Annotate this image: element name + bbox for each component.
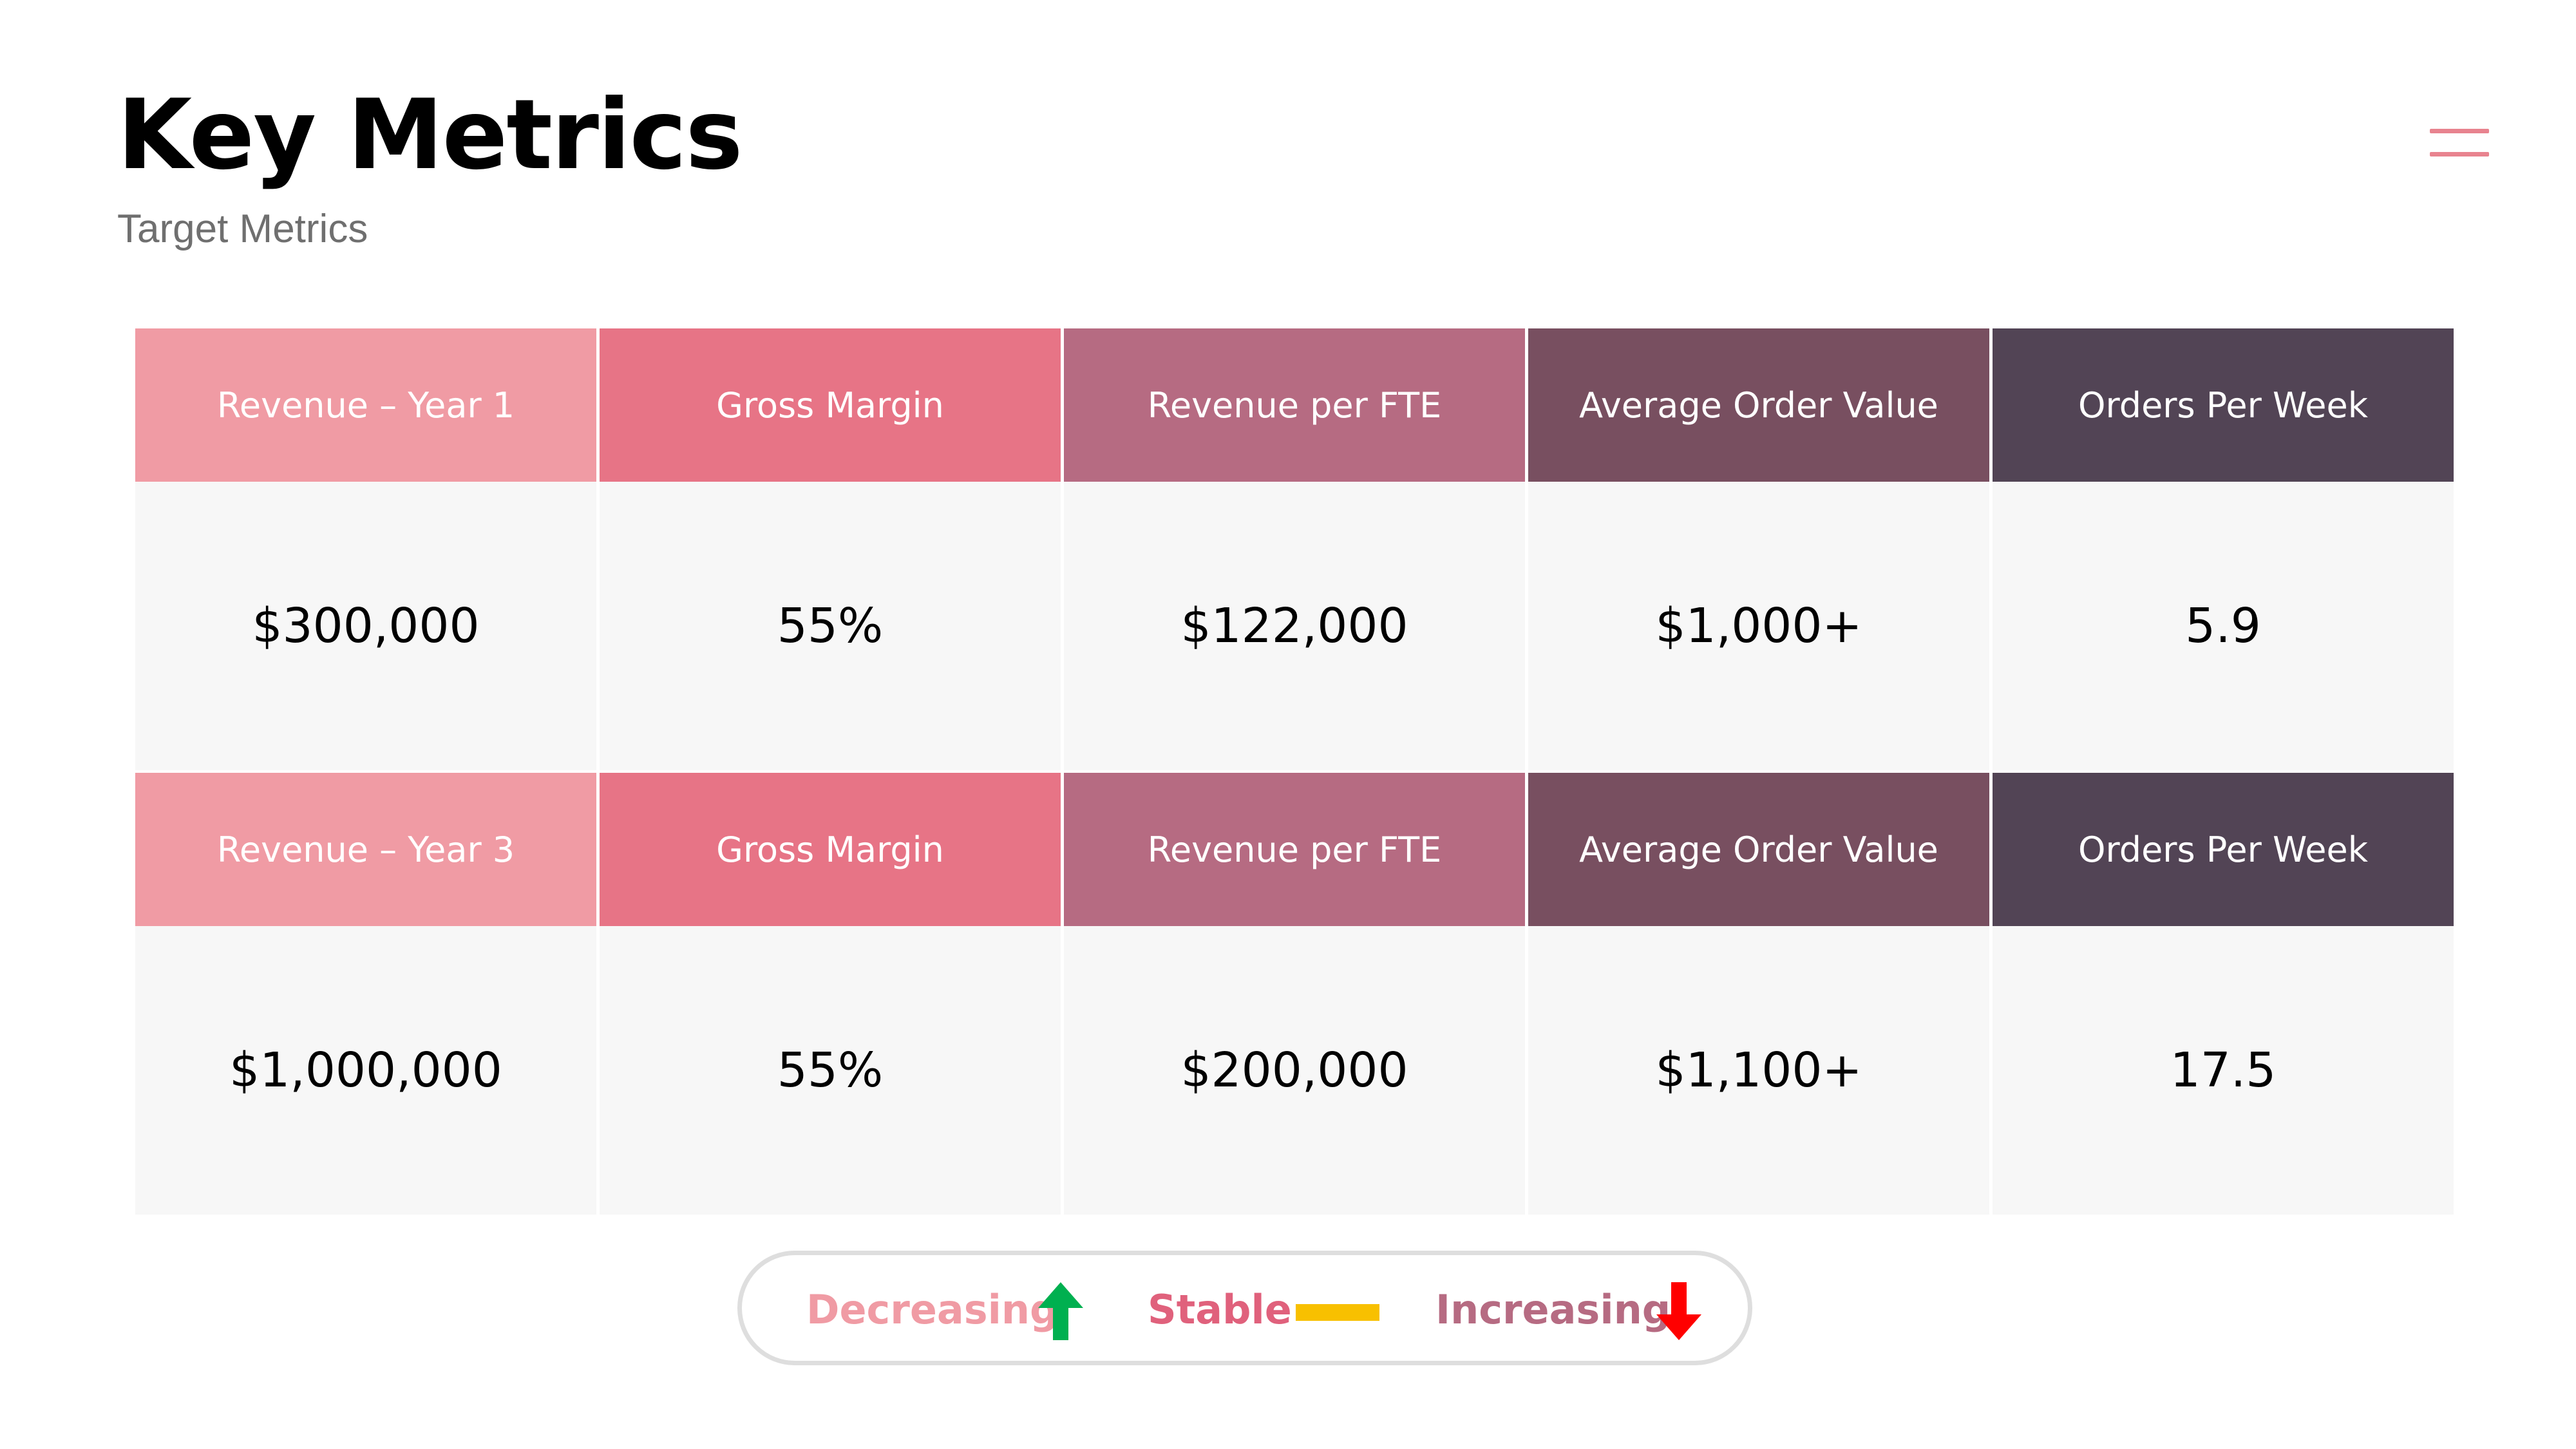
value-revenue-per-fte: $200,000 xyxy=(1064,926,1525,1215)
legend-decreasing-label: Decreasing xyxy=(806,1286,1059,1333)
header-revenue-per-fte: Revenue per FTE xyxy=(1064,773,1525,926)
header-gross-margin: Gross Margin xyxy=(600,328,1061,482)
header-revenue-year1: Revenue – Year 1 xyxy=(135,328,596,482)
value-average-order-value: $1,000+ xyxy=(1528,482,1989,770)
header-orders-per-week: Orders Per Week xyxy=(1993,328,2454,482)
header-average-order-value: Average Order Value xyxy=(1528,773,1989,926)
year1-values-row: $300,000 55% $122,000 $1,000+ 5.9 xyxy=(135,482,2454,770)
trend-legend: Decreasing Stable Increasing xyxy=(737,1251,1752,1365)
hamburger-menu-icon[interactable] xyxy=(2430,129,2489,158)
arrow-up-icon xyxy=(1038,1282,1083,1340)
value-gross-margin: 55% xyxy=(600,482,1061,770)
year3-values-row: $1,000,000 55% $200,000 $1,100+ 17.5 xyxy=(135,926,2454,1215)
page-subtitle: Target Metrics xyxy=(117,207,368,251)
menu-bar-bottom xyxy=(2430,152,2489,156)
page-title: Key Metrics xyxy=(117,79,743,191)
header-average-order-value: Average Order Value xyxy=(1528,328,1989,482)
header-gross-margin: Gross Margin xyxy=(600,773,1061,926)
value-gross-margin: 55% xyxy=(600,926,1061,1215)
header-revenue-per-fte: Revenue per FTE xyxy=(1064,328,1525,482)
value-revenue-year3: $1,000,000 xyxy=(135,926,596,1215)
value-revenue-year1: $300,000 xyxy=(135,482,596,770)
menu-bar-top xyxy=(2430,129,2489,133)
year3-header-row: Revenue – Year 3 Gross Margin Revenue pe… xyxy=(135,773,2454,926)
value-orders-per-week: 5.9 xyxy=(1993,482,2454,770)
arrow-down-icon xyxy=(1656,1282,1701,1340)
legend-increasing-label: Increasing xyxy=(1435,1286,1671,1333)
year1-header-row: Revenue – Year 1 Gross Margin Revenue pe… xyxy=(135,328,2454,482)
header-orders-per-week: Orders Per Week xyxy=(1993,773,2454,926)
legend-stable-label: Stable xyxy=(1148,1286,1292,1333)
value-orders-per-week: 17.5 xyxy=(1993,926,2454,1215)
value-revenue-per-fte: $122,000 xyxy=(1064,482,1525,770)
header-revenue-year3: Revenue – Year 3 xyxy=(135,773,596,926)
value-average-order-value: $1,100+ xyxy=(1528,926,1989,1215)
dash-icon xyxy=(1296,1304,1379,1321)
